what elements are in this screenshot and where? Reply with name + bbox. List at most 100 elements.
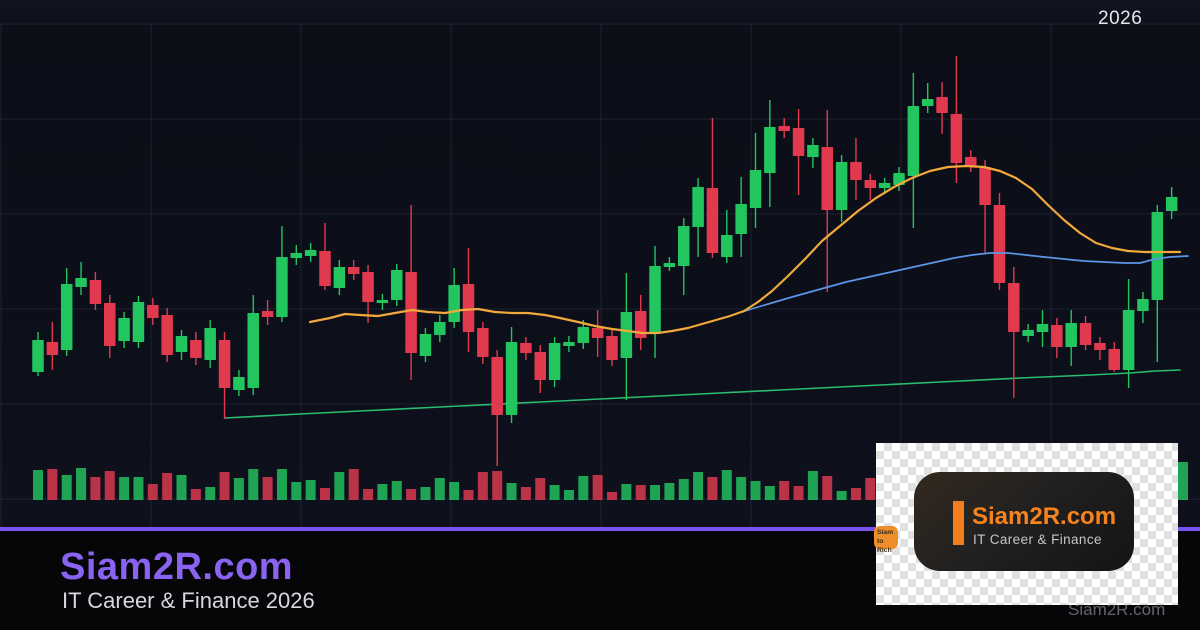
candle-body [60,284,73,350]
candle-body [534,352,546,380]
volume-bar [607,492,617,500]
candle-body [276,257,288,317]
ma-line-blue [741,252,1189,313]
candle-body [1108,349,1120,370]
candle-body [663,263,676,267]
candle-body [721,235,733,257]
volume-bar [549,485,560,500]
candle-body [1008,283,1020,332]
candle-body [419,334,432,356]
candle-body [89,280,102,304]
candle-body [448,285,460,322]
candle-body [735,204,747,234]
candle-body [678,226,690,266]
volume-bar [76,468,87,500]
candle-body [477,328,489,357]
volume-bar [47,469,58,500]
candle-body [792,128,805,156]
volume-bar [262,477,273,500]
candle-body [907,106,920,176]
volume-bar [205,487,216,500]
volume-bar [635,485,646,500]
candle-body [1022,330,1034,336]
candle-body [634,311,647,338]
volume-bar [363,489,374,500]
candle-body [850,162,862,180]
year-label: 2026 [1098,8,1143,29]
candle-body [434,322,446,335]
volume-bar [90,477,101,500]
brand-title: Siam2R.com [60,546,294,588]
candle-body [520,343,532,353]
candle-body [950,114,963,163]
volume-bar [807,471,818,500]
volume-bar [535,478,546,500]
candle-body [1036,324,1049,332]
volume-bar [190,489,201,500]
volume-bar [793,486,804,500]
volume-bar [219,472,230,500]
orange-accent-bar [953,501,964,545]
candle-body [1165,197,1178,211]
volume-bar [779,481,790,500]
candle-body [649,266,661,333]
volume-bar [578,476,589,500]
candle-body [878,183,891,188]
volume-bar [750,481,761,500]
candle-body [462,284,475,332]
volume-bar [836,491,847,500]
candle-body [1051,325,1063,347]
candle-body [132,302,145,342]
volume-bar [147,484,158,500]
candle-body [1137,299,1149,311]
candle-body [491,357,503,415]
candle-body [1122,310,1135,370]
volume-bar [865,478,876,500]
candle-body [764,127,776,173]
volume-bar [291,482,302,500]
volume-bar [305,480,316,500]
badge-line2: to Rich [877,537,892,554]
candle-body [692,187,704,227]
volume-bar [348,469,359,500]
candle-body [261,311,274,317]
volume-bar [61,475,72,500]
siam-to-rich-badge: Siam to Rich [874,526,898,554]
volume-bar [592,475,603,500]
candle-body [591,328,604,338]
candle-body [32,340,44,372]
candle-body [333,267,346,288]
volume-bar [693,472,704,500]
candle-body [1151,212,1164,300]
volume-bar [334,472,345,500]
candle-body [218,340,231,388]
purple-divider [0,527,1200,531]
candle-body [921,99,934,106]
volume-bar [463,490,474,500]
logo-overlay-checkerboard: Siam2R.com IT Career & Finance Siam to R… [874,443,1178,605]
candle-body [46,342,59,355]
candle-body [147,305,159,318]
volume-bar [850,488,861,500]
volume-bar [520,487,531,500]
candle-body [391,270,403,300]
volume-bar [434,478,445,500]
candle-body [118,318,130,341]
volume-bar [563,490,574,500]
logo-card-subtitle: IT Career & Finance [973,532,1102,547]
candle-body [548,343,561,380]
volume-bar [320,488,330,500]
candle-body [993,205,1006,283]
ma-line-orange [308,164,1182,335]
volume-bar [707,477,718,500]
candle-body [405,272,417,353]
volume-bar [377,484,388,500]
brand-tagline: IT Career & Finance 2026 [62,588,315,613]
volume-bar [406,489,417,500]
volume-bar [248,469,259,500]
candle-body [75,278,87,287]
trendline-green [224,369,1181,419]
volume-bar [764,486,775,500]
candle-body [319,251,331,286]
candle-body [1065,323,1077,347]
